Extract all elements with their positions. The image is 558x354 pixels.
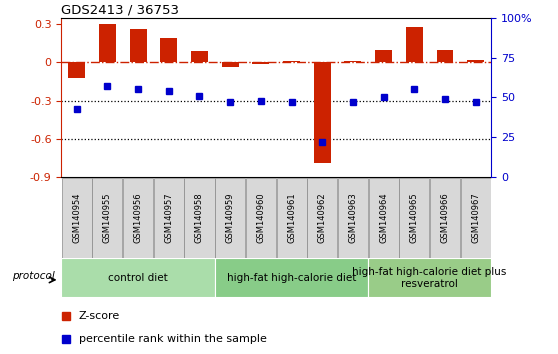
FancyBboxPatch shape bbox=[93, 178, 122, 258]
Bar bbox=[344, 61, 362, 62]
Bar bbox=[406, 27, 423, 62]
Text: GDS2413 / 36753: GDS2413 / 36753 bbox=[61, 4, 179, 17]
FancyBboxPatch shape bbox=[246, 178, 276, 258]
Bar bbox=[283, 61, 300, 62]
Text: GSM140959: GSM140959 bbox=[225, 193, 235, 243]
FancyBboxPatch shape bbox=[400, 178, 429, 258]
Bar bbox=[314, 62, 331, 163]
FancyBboxPatch shape bbox=[185, 178, 214, 258]
Text: GSM140967: GSM140967 bbox=[471, 192, 480, 243]
FancyBboxPatch shape bbox=[307, 178, 337, 258]
Bar bbox=[368, 258, 491, 297]
FancyBboxPatch shape bbox=[62, 178, 92, 258]
Text: GSM140966: GSM140966 bbox=[440, 192, 450, 243]
Text: GSM140956: GSM140956 bbox=[133, 192, 143, 243]
FancyBboxPatch shape bbox=[123, 178, 153, 258]
Bar bbox=[252, 62, 270, 64]
Text: GSM140962: GSM140962 bbox=[318, 192, 327, 243]
Text: GSM140961: GSM140961 bbox=[287, 192, 296, 243]
Text: GSM140955: GSM140955 bbox=[103, 193, 112, 243]
Bar bbox=[160, 38, 177, 62]
Bar bbox=[68, 62, 85, 78]
Text: percentile rank within the sample: percentile rank within the sample bbox=[79, 334, 266, 344]
Text: high-fat high-calorie diet: high-fat high-calorie diet bbox=[227, 273, 356, 283]
Text: GSM140958: GSM140958 bbox=[195, 192, 204, 243]
Bar bbox=[191, 51, 208, 62]
Text: high-fat high-calorie diet plus
resveratrol: high-fat high-calorie diet plus resverat… bbox=[353, 267, 507, 289]
Text: GSM140964: GSM140964 bbox=[379, 192, 388, 243]
FancyBboxPatch shape bbox=[430, 178, 460, 258]
Text: GSM140965: GSM140965 bbox=[410, 192, 419, 243]
Bar bbox=[215, 258, 368, 297]
Text: GSM140960: GSM140960 bbox=[256, 192, 266, 243]
Text: protocol: protocol bbox=[12, 271, 55, 281]
FancyBboxPatch shape bbox=[369, 178, 398, 258]
Text: Z-score: Z-score bbox=[79, 311, 120, 321]
FancyBboxPatch shape bbox=[338, 178, 368, 258]
FancyBboxPatch shape bbox=[461, 178, 490, 258]
Text: GSM140954: GSM140954 bbox=[72, 193, 81, 243]
Text: GSM140963: GSM140963 bbox=[348, 192, 358, 243]
Bar bbox=[375, 50, 392, 62]
Bar bbox=[99, 24, 116, 62]
Bar bbox=[61, 258, 215, 297]
FancyBboxPatch shape bbox=[154, 178, 184, 258]
Text: GSM140957: GSM140957 bbox=[164, 192, 174, 243]
Text: control diet: control diet bbox=[108, 273, 168, 283]
FancyBboxPatch shape bbox=[277, 178, 306, 258]
Bar bbox=[129, 29, 147, 62]
Bar bbox=[222, 62, 239, 67]
Bar bbox=[467, 60, 484, 62]
Bar bbox=[436, 50, 454, 62]
FancyBboxPatch shape bbox=[215, 178, 245, 258]
